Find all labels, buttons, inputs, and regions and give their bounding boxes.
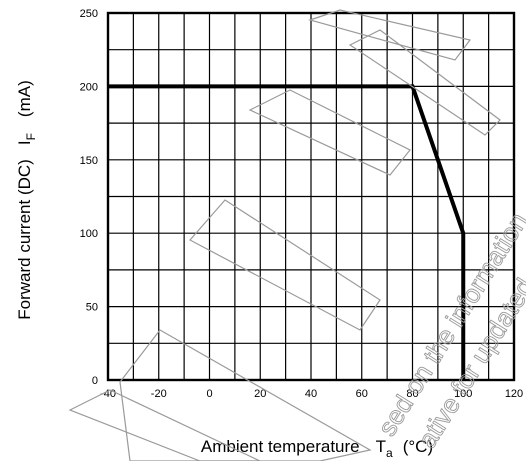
x-tick-label: 40 (305, 388, 317, 400)
watermark: sed on the information ative for updated (68, 9, 526, 461)
y-axis-label: Forward current (DC) IF (mA) (15, 80, 38, 320)
y-axis-symbol: I (15, 140, 34, 145)
x-tick-label: -20 (151, 388, 167, 400)
watermark-shape (307, 9, 472, 61)
x-axis-label-text: Ambient temperature (201, 437, 360, 456)
y-tick-label: 100 (80, 228, 98, 240)
x-axis-symbol: T (376, 437, 386, 456)
y-tick-label: 0 (92, 375, 98, 387)
x-tick-label: 20 (254, 388, 266, 400)
x-axis-label: Ambient temperature Ta (°C) (201, 437, 433, 460)
watermark-shape (348, 29, 501, 136)
watermark-shape (189, 199, 381, 331)
x-tick-label: 100 (454, 388, 472, 400)
plot-frame (106, 11, 516, 382)
y-tick-label: 50 (86, 302, 98, 314)
derating-curve (108, 84, 466, 380)
y-tick-label: 200 (80, 81, 98, 93)
x-tick-label: 0 (206, 388, 212, 400)
series-layer (108, 84, 466, 380)
x-tick-label: 80 (406, 388, 418, 400)
y-axis-unit: (mA) (15, 80, 34, 117)
x-tick-label: 120 (505, 388, 523, 400)
x-tick-label: 60 (356, 388, 368, 400)
y-tick-label: 250 (80, 8, 98, 20)
watermark-shape (68, 389, 261, 461)
y-axis-subscript: F (24, 133, 38, 140)
y-axis-label-text: Forward current (DC) (15, 159, 34, 320)
x-axis-subscript: a (386, 446, 393, 460)
y-tick-label: 150 (80, 155, 98, 167)
watermark-shape (248, 89, 411, 176)
x-axis-unit: (°C) (403, 437, 433, 456)
watermark-shape (119, 329, 372, 461)
